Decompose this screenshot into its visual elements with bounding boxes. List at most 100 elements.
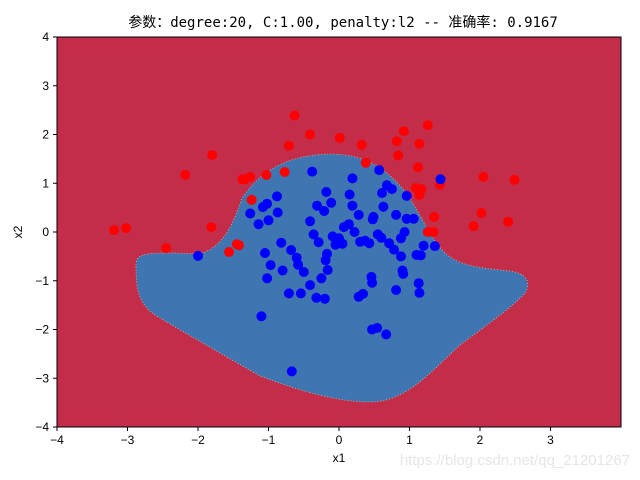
class-1-point (349, 227, 360, 237)
class-0-point (429, 211, 440, 222)
class-0-point (398, 126, 409, 137)
class-1-point (367, 277, 378, 288)
class-1-point (245, 208, 256, 219)
class-0-point (509, 174, 520, 185)
class-1-point (265, 260, 276, 271)
class-1-point (253, 219, 264, 230)
class-1-point (307, 166, 318, 177)
x-tick-label: −4 (50, 433, 64, 447)
decision-regions (57, 37, 621, 427)
class-0-point (305, 129, 316, 140)
class-0-point (422, 120, 433, 131)
class-1-point (374, 165, 385, 176)
class-0-point (289, 110, 300, 121)
class-1-point (429, 241, 440, 252)
x-tick-label: −3 (121, 433, 135, 447)
class-0-point (360, 157, 371, 168)
class-1-point (263, 215, 274, 226)
class-1-point (286, 245, 297, 255)
class-1-point (413, 278, 424, 289)
class-0-point (414, 138, 425, 149)
class-0-point (393, 150, 404, 161)
y-tick-label: 0 (42, 225, 49, 239)
data-points (109, 110, 520, 377)
class-1-point (414, 287, 425, 298)
class-1-point (311, 292, 322, 303)
class-1-point (344, 189, 355, 200)
class-1-point (347, 173, 358, 184)
class-1-point (396, 251, 406, 262)
class-1-point (398, 268, 409, 279)
class-1-point (319, 293, 330, 304)
class-1-point (312, 200, 323, 211)
class-1-point (193, 250, 203, 261)
x-tick-label: 2 (477, 433, 484, 447)
y-axis-label: x2 (11, 225, 25, 238)
class-1-point (418, 240, 429, 251)
x-axis-label: x1 (333, 451, 346, 465)
class-0-point (279, 167, 290, 177)
class-1-point (272, 207, 283, 218)
class-1-point (343, 219, 354, 230)
chart-title: 参数：degree:20, C:1.00, penalty:l2 -- 准确率:… (128, 15, 558, 31)
class-1-point (322, 265, 333, 275)
y-tick-label: −2 (35, 323, 49, 337)
y-tick-label: 4 (42, 30, 49, 44)
class-1-point (353, 291, 364, 302)
class-1-point (347, 200, 358, 211)
x-tick-label: −2 (191, 433, 205, 447)
class-1-point (316, 273, 327, 284)
class-1-point (313, 237, 324, 248)
class-1-point (384, 238, 395, 249)
class-0-point (413, 162, 423, 173)
class-0-point (391, 136, 402, 147)
class-0-point (109, 225, 120, 236)
class-0-point (206, 222, 217, 233)
class-1-point (353, 209, 364, 220)
class-0-point (356, 139, 367, 150)
class-1-point (260, 248, 270, 258)
class-1-point (321, 187, 332, 197)
class-0-point (161, 243, 172, 254)
class-1-point (295, 288, 306, 299)
class-1-point (377, 188, 387, 198)
class-1-point (262, 198, 273, 209)
class-1-point (415, 250, 426, 261)
y-tick-label: 2 (42, 128, 49, 142)
class-0-point (416, 184, 427, 195)
class-1-point (256, 311, 267, 322)
class-1-point (435, 174, 446, 185)
y-tick-label: 1 (42, 176, 49, 190)
class-1-point (391, 209, 402, 220)
class-1-point (319, 206, 330, 216)
class-1-point (326, 197, 337, 208)
class-0-point (261, 170, 272, 180)
class-1-point (364, 238, 375, 249)
class-1-point (272, 191, 282, 202)
class-0-point (180, 170, 191, 180)
class-1-point (378, 201, 389, 212)
class-1-point (401, 213, 412, 224)
y-tick-label: −4 (35, 420, 49, 434)
class-0-point (478, 171, 489, 182)
class-1-point (334, 233, 344, 244)
watermark: https://blog.csdn.net/qq_21201267 (399, 452, 630, 469)
y-tick-label: −3 (35, 371, 49, 385)
class-1-point (367, 214, 378, 225)
class-0-point (468, 221, 479, 232)
class-1-point (276, 237, 287, 248)
class-0-point (121, 223, 132, 234)
class-0-point (207, 150, 218, 160)
y-axis-ticks: 4 3 2 1 0 −1 −2 −3 −4 (35, 30, 57, 434)
class-1-point (283, 288, 294, 299)
x-tick-label: 3 (547, 433, 554, 447)
class-1-point (386, 184, 397, 195)
x-axis-ticks: −4 −3 −2 −1 0 1 2 3 (50, 427, 554, 447)
class-0-point (334, 132, 345, 143)
class-1-point (298, 267, 309, 277)
y-tick-label: 3 (42, 79, 49, 93)
x-tick-label: −1 (262, 433, 276, 447)
class-0-point (283, 140, 294, 151)
class-0-point (245, 171, 256, 182)
